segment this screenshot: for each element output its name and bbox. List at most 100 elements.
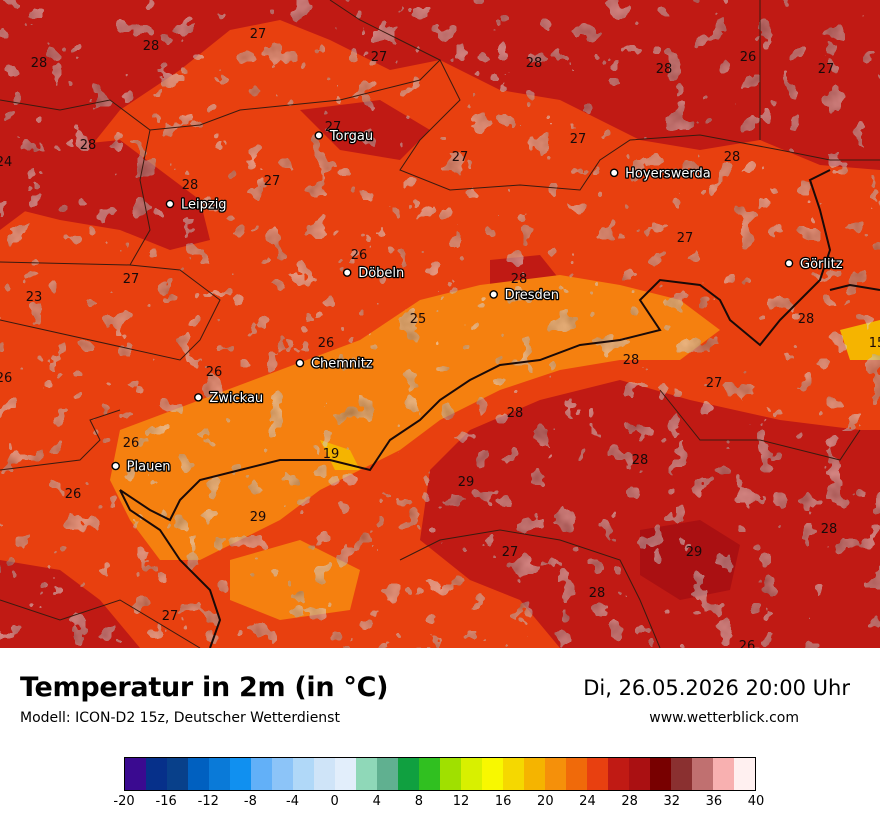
color-scale-tick-label: -16 xyxy=(155,794,177,809)
temperature-value-label: 26 xyxy=(318,336,335,351)
color-scale-swatch xyxy=(188,758,209,790)
temperature-value-label: 27 xyxy=(371,50,388,65)
temperature-value-label: 28 xyxy=(623,353,640,368)
color-scale-swatch xyxy=(146,758,167,790)
temperature-value-label: 27 xyxy=(502,545,519,560)
national-border xyxy=(119,169,880,648)
color-scale-tick-label: 20 xyxy=(537,794,554,809)
temperature-value-label: 26 xyxy=(740,50,757,65)
temperature-value-label: 28 xyxy=(589,586,606,601)
temperature-value-label: 28 xyxy=(798,312,815,327)
color-scale-swatch xyxy=(230,758,251,790)
website-link[interactable]: www.wetterblick.com xyxy=(649,710,799,726)
color-scale-swatch xyxy=(629,758,650,790)
temperature-value-label: 25 xyxy=(410,312,427,327)
temperature-value-label: 26 xyxy=(65,487,82,502)
temperature-value-label: 15 xyxy=(869,336,880,351)
color-scale-swatch xyxy=(566,758,587,790)
color-scale-swatch xyxy=(272,758,293,790)
city-label-leipzig[interactable]: Leipzig xyxy=(180,196,228,214)
mottled-texture xyxy=(0,0,880,648)
temperature-value-label: 29 xyxy=(458,475,475,490)
city-marker-dresden[interactable] xyxy=(489,290,498,299)
color-scale-swatch xyxy=(167,758,188,790)
color-scale-swatch xyxy=(503,758,524,790)
temperature-value-label: 28 xyxy=(507,406,524,421)
color-scale-swatch xyxy=(482,758,503,790)
color-scale-tick-label: 28 xyxy=(621,794,638,809)
city-marker-döbeln[interactable] xyxy=(342,268,352,277)
city-label-plauen[interactable]: Plauen xyxy=(125,458,172,476)
color-scale-swatch xyxy=(335,758,356,790)
city-label-görlitz[interactable]: Görlitz xyxy=(799,255,844,273)
temperature-value-label: 27 xyxy=(818,62,835,77)
color-scale-tick-label: 40 xyxy=(747,794,765,809)
temperature-value-label: 29 xyxy=(250,510,267,525)
color-scale-swatch xyxy=(545,758,566,790)
city-marker-plauen[interactable] xyxy=(111,461,120,471)
temperature-value-label: 27 xyxy=(325,120,342,135)
temperature-value-label: 27 xyxy=(570,132,587,147)
city-label-dresden[interactable]: Dresden xyxy=(503,287,560,305)
color-scale-swatch xyxy=(377,758,398,790)
temperature-value-label: 28 xyxy=(821,522,838,537)
temperature-value-label: 27 xyxy=(452,150,469,165)
temperature-value-label: 19 xyxy=(323,447,340,462)
temperature-value-label: 28 xyxy=(511,272,528,287)
city-label-hoyerswerda[interactable]: Hoyerswerda xyxy=(624,165,712,183)
temperature-value-label: 27 xyxy=(264,174,281,189)
temperature-value-label: 26 xyxy=(206,365,223,380)
color-scale-swatch xyxy=(398,758,419,790)
regional-borders xyxy=(0,0,880,648)
forecast-datetime: Di, 26.05.2026 20:00 Uhr xyxy=(583,676,850,700)
temperature-value-label: 28 xyxy=(656,62,673,77)
temperature-value-label: 27 xyxy=(123,272,140,287)
city-label-döbeln[interactable]: Döbeln xyxy=(357,265,406,283)
city-label-torgau[interactable]: Torgau xyxy=(328,128,375,146)
city-marker-chemnitz[interactable] xyxy=(295,358,305,368)
city-marker-görlitz[interactable] xyxy=(784,258,794,268)
temperature-value-label: 26 xyxy=(0,371,12,386)
color-scale-tick-label: 32 xyxy=(663,794,680,809)
temperature-value-label: 23 xyxy=(26,290,43,305)
city-markers: Torgau Leipzig Hoyerswerda Görlitz Döbeln Dre… xyxy=(111,128,844,476)
color-scale-tick-label: 16 xyxy=(494,794,512,809)
chart-title: Temperatur in 2m (in °C) xyxy=(20,672,389,703)
color-scale-swatch xyxy=(650,758,671,790)
city-marker-zwickau[interactable] xyxy=(194,393,203,402)
color-scale-swatch xyxy=(692,758,713,790)
city-label-zwickau[interactable]: Zwickau xyxy=(208,390,264,408)
color-scale-swatch xyxy=(356,758,377,790)
temperature-value-label: 26 xyxy=(351,248,368,263)
model-caption: Modell: ICON-D2 15z, Deutscher Wetterdie… xyxy=(20,710,340,726)
color-scale-swatch xyxy=(419,758,440,790)
color-scale-swatch xyxy=(125,758,146,790)
temperature-value-label: 26 xyxy=(123,436,140,451)
color-scale-tick-label: -20 xyxy=(113,794,135,809)
temperature-map: 28 27 28 27 28 28 26 27 28 27 27 27 28 24 28 27 27 26 28 27… xyxy=(0,0,880,648)
temperature-value-label: 28 xyxy=(80,138,97,153)
temperature-value-label: 28 xyxy=(526,56,543,71)
city-marker-torgau[interactable] xyxy=(314,131,324,140)
temperature-value-label: 28 xyxy=(724,150,741,165)
color-scale-ticks: -20 -16 -12 -8 -4 0 4 8 12 16 20 24 28 32 36 40 xyxy=(113,794,764,814)
color-scale-tick-label: 0 xyxy=(330,794,339,809)
color-scale-tick-label: 24 xyxy=(579,794,596,809)
city-label-chemnitz[interactable]: Chemnitz xyxy=(310,355,375,373)
color-scale-tick-label: -8 xyxy=(243,794,257,809)
color-scale-swatch xyxy=(587,758,608,790)
color-scale-tick-label: 8 xyxy=(414,794,424,809)
temperature-value-label: 27 xyxy=(250,27,267,42)
color-scale-swatch xyxy=(314,758,335,790)
temperature-value-labels: 28 27 28 27 28 28 26 27 28 27 27 27 28 24 28 27 27 26 28 27… xyxy=(0,27,880,648)
color-scale-swatch xyxy=(293,758,314,790)
color-scale-swatch xyxy=(461,758,482,790)
city-marker-hoyerswerda[interactable] xyxy=(609,168,619,178)
color-scale-tick-label: -12 xyxy=(197,794,219,809)
color-scale-tick-label: 12 xyxy=(452,794,470,809)
legend-panel: Temperatur in 2m (in °C) Modell: ICON-D2… xyxy=(0,648,880,830)
color-scale-swatch xyxy=(440,758,461,790)
temperature-value-label: 28 xyxy=(632,453,649,468)
color-scale-tick-label: 4 xyxy=(372,794,381,809)
city-marker-leipzig[interactable] xyxy=(165,199,175,209)
